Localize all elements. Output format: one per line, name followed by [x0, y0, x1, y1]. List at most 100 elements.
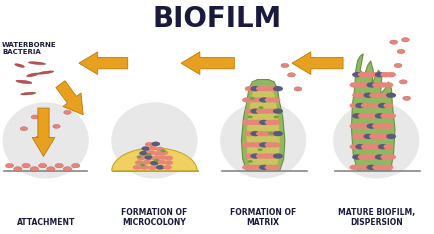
- Circle shape: [383, 82, 392, 88]
- Text: WATERBORNE
BACTERIA: WATERBORNE BACTERIA: [2, 42, 57, 55]
- Circle shape: [140, 165, 148, 170]
- Circle shape: [71, 163, 79, 168]
- Circle shape: [357, 113, 367, 119]
- Circle shape: [151, 156, 160, 161]
- Circle shape: [385, 92, 395, 98]
- Polygon shape: [241, 80, 284, 171]
- Circle shape: [360, 103, 370, 108]
- Circle shape: [363, 72, 372, 77]
- Circle shape: [352, 154, 361, 160]
- Circle shape: [365, 124, 376, 129]
- Circle shape: [261, 86, 271, 91]
- Wedge shape: [112, 148, 197, 171]
- Circle shape: [371, 165, 381, 170]
- Circle shape: [141, 146, 150, 151]
- Circle shape: [360, 124, 370, 129]
- Circle shape: [368, 72, 378, 77]
- Circle shape: [371, 144, 381, 150]
- Circle shape: [261, 154, 271, 159]
- Circle shape: [273, 131, 283, 136]
- Circle shape: [253, 97, 263, 102]
- Circle shape: [261, 109, 271, 114]
- Circle shape: [64, 110, 71, 114]
- Circle shape: [363, 154, 372, 160]
- Ellipse shape: [38, 71, 53, 74]
- Text: BIOFILM: BIOFILM: [152, 5, 282, 33]
- Circle shape: [385, 134, 395, 139]
- Circle shape: [280, 63, 288, 68]
- Circle shape: [273, 116, 278, 118]
- Circle shape: [258, 106, 263, 109]
- Text: ATTACHMENT: ATTACHMENT: [16, 218, 75, 227]
- Circle shape: [253, 120, 263, 125]
- Circle shape: [264, 120, 274, 125]
- Circle shape: [250, 86, 260, 91]
- Circle shape: [250, 131, 260, 136]
- Circle shape: [293, 87, 301, 91]
- Circle shape: [150, 161, 158, 165]
- Circle shape: [259, 120, 268, 125]
- Circle shape: [135, 160, 143, 165]
- Circle shape: [396, 49, 404, 54]
- Circle shape: [385, 72, 395, 77]
- Circle shape: [148, 146, 157, 150]
- Circle shape: [36, 136, 43, 140]
- Circle shape: [47, 167, 55, 171]
- Circle shape: [264, 97, 274, 102]
- Circle shape: [5, 163, 14, 168]
- Ellipse shape: [28, 62, 46, 65]
- Ellipse shape: [112, 103, 196, 178]
- Circle shape: [365, 82, 376, 88]
- Circle shape: [259, 97, 268, 102]
- Circle shape: [137, 156, 145, 160]
- Circle shape: [270, 165, 280, 170]
- Circle shape: [363, 134, 372, 139]
- Circle shape: [374, 113, 384, 119]
- Circle shape: [383, 103, 392, 108]
- Text: FORMATION OF
MICROCOLONY: FORMATION OF MICROCOLONY: [121, 208, 187, 227]
- Circle shape: [151, 142, 160, 146]
- Circle shape: [146, 153, 151, 156]
- Circle shape: [132, 165, 141, 170]
- Circle shape: [352, 92, 361, 98]
- Circle shape: [158, 155, 167, 160]
- Circle shape: [377, 103, 387, 108]
- Circle shape: [261, 131, 271, 136]
- Circle shape: [377, 165, 387, 170]
- Circle shape: [250, 154, 260, 159]
- Ellipse shape: [15, 64, 24, 67]
- Circle shape: [259, 165, 268, 170]
- Circle shape: [273, 86, 283, 91]
- Polygon shape: [246, 85, 279, 171]
- Circle shape: [241, 120, 252, 125]
- Circle shape: [153, 151, 162, 156]
- Circle shape: [377, 124, 387, 129]
- Circle shape: [241, 142, 252, 148]
- Circle shape: [164, 156, 173, 160]
- Circle shape: [349, 124, 358, 129]
- Circle shape: [259, 142, 268, 148]
- Ellipse shape: [16, 80, 32, 84]
- Circle shape: [154, 159, 159, 162]
- Circle shape: [365, 103, 376, 108]
- Circle shape: [266, 131, 277, 136]
- Circle shape: [385, 113, 395, 119]
- Circle shape: [352, 113, 361, 119]
- Circle shape: [287, 73, 295, 77]
- Circle shape: [354, 124, 365, 129]
- Circle shape: [354, 103, 365, 108]
- Circle shape: [357, 92, 367, 98]
- Circle shape: [383, 144, 392, 150]
- Circle shape: [349, 82, 358, 88]
- Circle shape: [142, 160, 151, 165]
- Circle shape: [357, 72, 367, 77]
- Text: MATURE BIOFILM,
DISPERSION: MATURE BIOFILM, DISPERSION: [337, 208, 414, 227]
- Circle shape: [136, 155, 141, 158]
- Circle shape: [155, 147, 164, 151]
- Circle shape: [368, 134, 378, 139]
- Circle shape: [379, 113, 390, 119]
- Circle shape: [163, 165, 171, 170]
- Circle shape: [55, 163, 63, 168]
- Circle shape: [244, 86, 254, 91]
- Circle shape: [352, 72, 361, 77]
